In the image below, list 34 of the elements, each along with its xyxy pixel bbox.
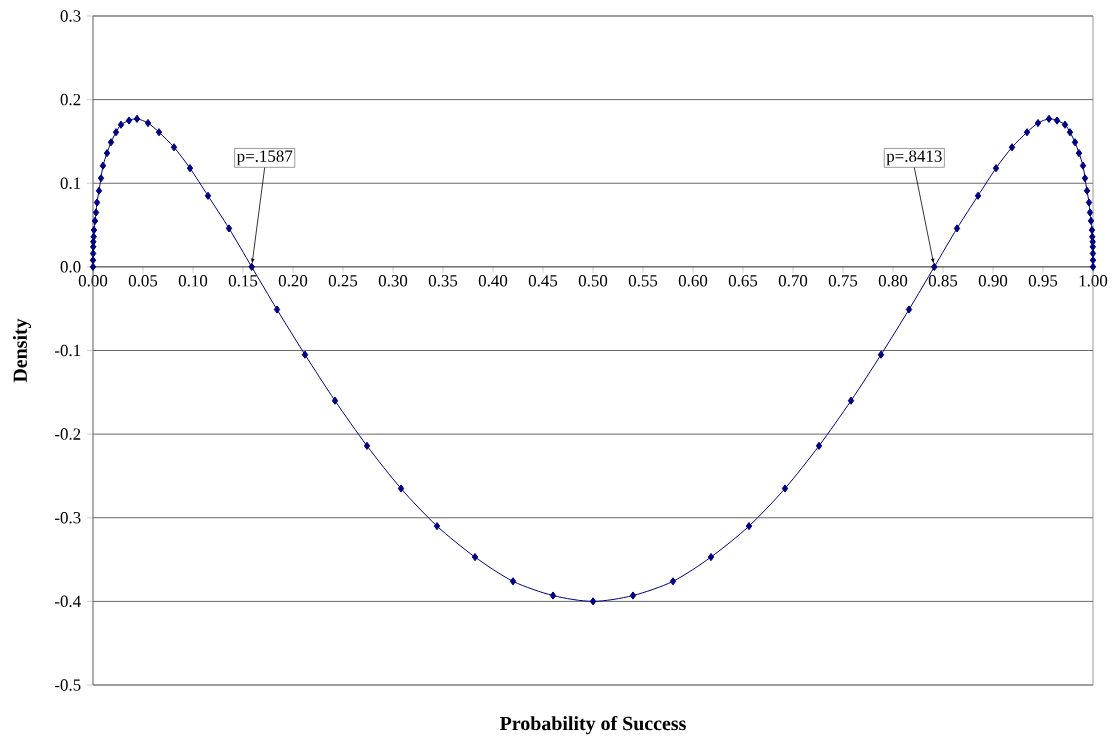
x-tick-label: 0.25	[328, 275, 358, 287]
x-tick-label: 0.80	[878, 275, 908, 287]
y-tick-label: -0.4	[54, 595, 81, 608]
x-tick-label: 0.95	[1028, 275, 1058, 287]
y-axis-title: Density	[12, 318, 32, 383]
annotation: p=.8413	[886, 150, 942, 166]
x-tick-label: 0.65	[728, 275, 758, 287]
x-tick-label: 0.90	[978, 275, 1008, 287]
x-tick-label: 0.10	[178, 275, 208, 287]
y-tick-label: -0.3	[54, 511, 81, 524]
x-tick-label: 0.75	[828, 275, 858, 287]
x-tick-label: 0.15	[228, 275, 258, 287]
x-axis-title: Probability of Success	[499, 715, 686, 735]
y-tick-label: 0.3	[60, 10, 81, 22]
y-tick-label: 0.0	[60, 261, 81, 273]
y-tick-label: 0.2	[60, 93, 81, 106]
x-tick-label: 0.70	[778, 275, 808, 287]
y-tick-label: -0.2	[54, 428, 81, 440]
x-tick-label: 0.55	[628, 275, 658, 287]
x-tick-label: 0.05	[128, 275, 158, 287]
y-tick-label: -0.5	[54, 679, 81, 691]
x-tick-label: 0.50	[578, 275, 608, 287]
x-tick-label: 0.30	[378, 275, 408, 287]
y-tick-label: 0.1	[60, 177, 81, 189]
x-tick-label: 1.00	[1079, 275, 1108, 287]
x-tick-label: 0.40	[478, 275, 508, 287]
x-tick-label: 0.60	[678, 275, 708, 287]
x-tick-label: 0.45	[528, 275, 558, 287]
y-tick-label: -0.1	[54, 344, 81, 357]
x-tick-label: 0.85	[928, 275, 958, 287]
annotation: p=.1587	[236, 150, 293, 166]
x-tick-label: 0.00	[78, 275, 108, 287]
x-tick-label: 0.35	[428, 275, 458, 287]
x-tick-label: 0.20	[278, 275, 308, 287]
